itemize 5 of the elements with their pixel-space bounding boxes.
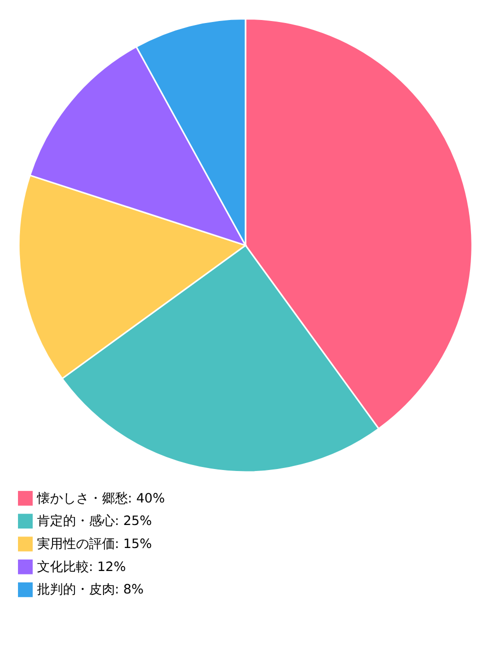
legend-label: 肯定的・感心: 25%	[36, 513, 152, 530]
legend-label: 懐かしさ・郷愁: 40%	[36, 491, 165, 506]
legend-label: 批判的・皮肉: 8%	[36, 582, 144, 598]
legend-label: 文化比較: 12%	[36, 560, 126, 575]
legend-label: 実用性の評価: 15%	[36, 536, 152, 552]
